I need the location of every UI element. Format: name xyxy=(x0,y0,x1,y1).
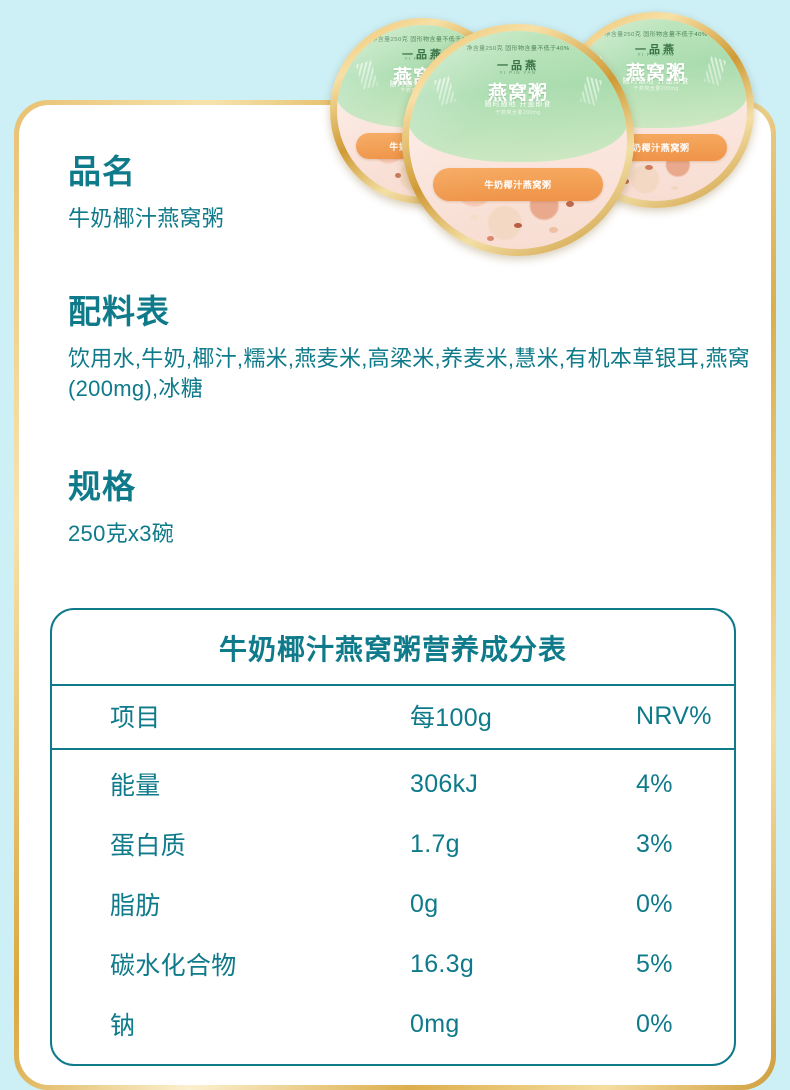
nutrition-cell-nrv: 5% xyxy=(636,949,673,978)
nutrition-table-body: 能量 306kJ 4% 蛋白质 1.7g 3% 脂肪 0g 0% 碳水化合物 16.3g 5% 钠 0mg… xyxy=(52,749,734,1064)
section-ingredients: 配料表 饮用水,牛奶,椰汁,糯米,燕麦米,高梁米,养麦米,慧米,有机本草银耳,燕… xyxy=(68,295,758,405)
nutrition-table: 项目 每100g NRV% 能量 306kJ 4% 蛋白质 1.7g 3% 脂肪 0g 0% 碳水… xyxy=(52,686,734,1064)
nutrition-table-head: 项目 每100g NRV% xyxy=(52,686,734,750)
nutrition-cell-per100g: 16.3g xyxy=(410,949,475,978)
nutrition-table-title: 牛奶椰汁燕窝粥营养成分表 xyxy=(52,610,734,686)
bowl-contents: 净含量250克 固形物含量不低于40% 一品燕 YI PIN YAN 燕窝粥 随… xyxy=(565,19,747,201)
label-top-line: 净含量250克 固形物含量不低于40% xyxy=(466,45,570,52)
nutrition-cell-per100g: 0g xyxy=(410,889,439,918)
section-product-name: 品名 牛奶椰汁燕窝粥 xyxy=(68,155,224,234)
section-specification: 规格 250克x3碗 xyxy=(68,470,174,549)
label-top-line: 净含量250克 固形物含量不低于40% xyxy=(604,31,708,38)
nutrition-cell-per100g: 306kJ xyxy=(410,769,479,798)
section-heading-ingredients: 配料表 xyxy=(68,293,170,330)
table-row: 脂肪 0g 0% xyxy=(52,874,734,934)
label-brand: 一品燕 xyxy=(497,60,539,73)
nutrition-cell-nrv: 4% xyxy=(636,769,673,798)
nutrition-cell-item: 碳水化合物 xyxy=(110,952,237,980)
column-header-nrv: NRV% xyxy=(636,686,734,750)
column-header-per100g: 每100g xyxy=(410,686,636,750)
label-mg-note: 干燕窝含量200mg xyxy=(633,85,679,92)
nutrition-cell-per100g: 1.7g xyxy=(410,829,460,858)
ingredients-value: 饮用水,牛奶,椰汁,糯米,燕麦米,高梁米,养麦米,慧米,有机本草银耳,燕窝(20… xyxy=(68,346,751,402)
label-mg-note: 干燕窝含量200mg xyxy=(495,110,541,117)
nutrition-cell-nrv: 0% xyxy=(636,889,673,918)
table-row: 能量 306kJ 4% xyxy=(52,749,734,814)
nutrition-cell-per100g: 0mg xyxy=(410,1009,460,1038)
specification-value: 250克x3碗 xyxy=(68,521,175,546)
label-brand: 一品燕 xyxy=(635,43,677,56)
bowl-contents: 净含量250克 固形物含量不低于40% 一品燕 YI PIN YAN 燕窝粥 随… xyxy=(409,31,627,249)
product-bowl-front: 净含量250克 固形物含量不低于40% 一品燕 YI PIN YAN 燕窝粥 随… xyxy=(402,24,634,256)
label-subtitle: 随时随地 开盖即食 xyxy=(622,77,690,85)
product-photo-cluster: 净含量250克 固形物含量不低于40% 一品燕 YI PIN YAN 燕窝粥 随… xyxy=(330,0,754,262)
nutrition-cell-item: 钠 xyxy=(110,1012,136,1040)
label-subtitle: 随时随地 开盖即食 xyxy=(484,101,552,108)
label-brand-en: YI PIN YAN xyxy=(637,51,675,57)
product-name-value: 牛奶椰汁燕窝粥 xyxy=(68,206,225,231)
table-row: 钠 0mg 0% xyxy=(52,994,734,1064)
product-detail-page: 净含量250克 固形物含量不低于40% 一品燕 YI PIN YAN 燕窝粥 随… xyxy=(14,0,776,1090)
bowl-green-label: 净含量250克 固形物含量不低于40% 一品燕 YI PIN YAN 燕窝粥 随… xyxy=(409,31,627,162)
nutrition-cell-item: 能量 xyxy=(110,772,161,800)
table-row: 碳水化合物 16.3g 5% xyxy=(52,934,734,994)
nutrition-facts-table: 牛奶椰汁燕窝粥营养成分表 项目 每100g NRV% 能量 306kJ 4% 蛋白质 1… xyxy=(50,608,736,1066)
label-main-title: 燕窝粥 xyxy=(625,63,686,85)
nutrition-cell-item: 蛋白质 xyxy=(110,832,186,860)
nutrition-cell-item: 脂肪 xyxy=(110,892,161,920)
table-row: 蛋白质 1.7g 3% xyxy=(52,814,734,874)
label-flavor-banner: 牛奶椰汁燕窝粥 xyxy=(432,168,604,202)
nutrition-cell-nrv: 3% xyxy=(636,829,673,858)
nutrition-cell-nrv: 0% xyxy=(636,1009,673,1038)
column-header-item: 项目 xyxy=(52,686,410,750)
label-brand-en: YI PIN YAN xyxy=(499,70,537,76)
table-header-row: 项目 每100g NRV% xyxy=(52,686,734,750)
label-main-title: 燕窝粥 xyxy=(487,83,548,105)
section-heading-product-name: 品名 xyxy=(68,153,136,190)
section-heading-specification: 规格 xyxy=(68,468,136,505)
